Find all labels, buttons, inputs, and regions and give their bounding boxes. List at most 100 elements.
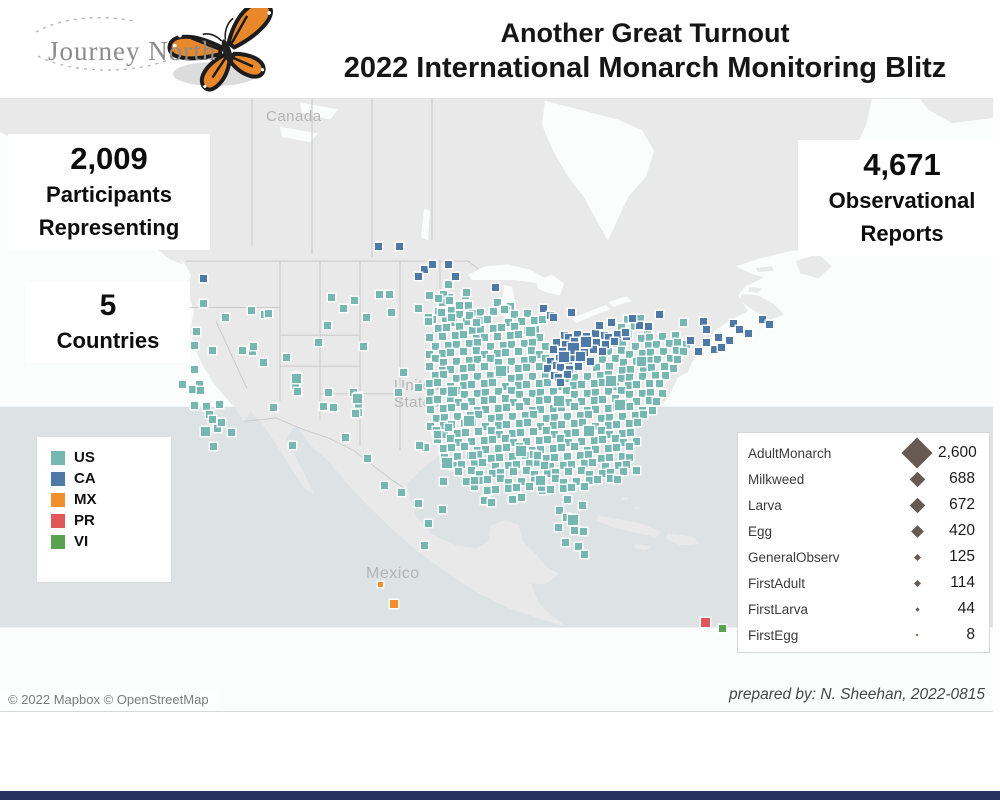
- legend-item-ca[interactable]: CA: [51, 468, 171, 489]
- size-legend-row-milkweed[interactable]: Milkweed 688: [748, 466, 979, 492]
- map-marker-us[interactable]: [359, 342, 367, 350]
- map-marker-us[interactable]: [323, 321, 331, 329]
- map-marker-us[interactable]: [619, 467, 627, 475]
- map-marker-us[interactable]: [679, 347, 687, 355]
- map-marker-us[interactable]: [531, 325, 539, 333]
- map-marker-us[interactable]: [483, 315, 491, 323]
- map-marker-us[interactable]: [438, 505, 446, 513]
- map-marker-us[interactable]: [632, 437, 640, 445]
- map-marker-us[interactable]: [605, 430, 613, 438]
- map-marker-us[interactable]: [591, 405, 599, 413]
- map-marker-us[interactable]: [494, 421, 502, 429]
- map-marker-us[interactable]: [613, 475, 621, 483]
- map-marker-us[interactable]: [445, 296, 453, 304]
- map-marker-us[interactable]: [459, 330, 467, 338]
- map-marker-us[interactable]: [444, 423, 452, 431]
- map-marker-us[interactable]: [617, 374, 625, 382]
- map-marker-ca[interactable]: [598, 347, 606, 355]
- map-marker-us[interactable]: [598, 395, 606, 403]
- map-marker-us[interactable]: [425, 350, 433, 358]
- map-marker-ca[interactable]: [491, 283, 499, 291]
- map-marker-mx[interactable]: [390, 600, 398, 608]
- map-marker-us[interactable]: [238, 346, 246, 354]
- map-marker-us[interactable]: [510, 310, 518, 318]
- map-marker-us[interactable]: [424, 313, 432, 321]
- map-marker-us[interactable]: [208, 346, 216, 354]
- map-marker-us[interactable]: [597, 414, 605, 422]
- map-marker-us[interactable]: [486, 342, 494, 350]
- map-marker-us[interactable]: [637, 334, 645, 342]
- map-marker-us[interactable]: [425, 362, 433, 370]
- map-marker-us[interactable]: [512, 483, 520, 491]
- map-marker-us[interactable]: [457, 460, 465, 468]
- map-marker-us[interactable]: [481, 388, 489, 396]
- map-marker-us[interactable]: [291, 381, 299, 389]
- map-marker-us[interactable]: [625, 350, 633, 358]
- map-marker-us[interactable]: [570, 402, 578, 410]
- map-marker-us[interactable]: [527, 346, 535, 354]
- map-marker-us[interactable]: [354, 401, 362, 409]
- map-marker-us[interactable]: [282, 353, 290, 361]
- map-marker-us[interactable]: [475, 470, 483, 478]
- map-marker-ca[interactable]: [559, 352, 569, 362]
- map-marker-us[interactable]: [509, 398, 517, 406]
- map-marker-us[interactable]: [541, 342, 549, 350]
- map-marker-us[interactable]: [588, 458, 596, 466]
- map-marker-us[interactable]: [614, 461, 622, 469]
- map-marker-ca[interactable]: [604, 333, 612, 341]
- map-marker-us[interactable]: [645, 396, 653, 404]
- map-marker-us[interactable]: [535, 379, 543, 387]
- map-marker-ca[interactable]: [549, 313, 557, 321]
- map-marker-us[interactable]: [533, 451, 541, 459]
- map-marker-us[interactable]: [576, 451, 584, 459]
- map-marker-us[interactable]: [550, 430, 558, 438]
- map-marker-us[interactable]: [636, 314, 644, 322]
- map-marker-ca[interactable]: [607, 318, 615, 326]
- map-marker-us[interactable]: [648, 406, 656, 414]
- map-marker-us[interactable]: [480, 362, 488, 370]
- map-marker-ca[interactable]: [694, 347, 702, 355]
- map-marker-us[interactable]: [504, 484, 512, 492]
- map-marker-us[interactable]: [543, 395, 551, 403]
- map-marker-us[interactable]: [606, 468, 614, 476]
- map-marker-us[interactable]: [501, 434, 509, 442]
- map-marker-ca[interactable]: [395, 242, 403, 250]
- map-marker-ca[interactable]: [444, 260, 452, 268]
- map-marker-us[interactable]: [522, 466, 530, 474]
- map-marker-us[interactable]: [556, 382, 564, 390]
- map-marker-ca[interactable]: [574, 362, 582, 370]
- map-marker-us[interactable]: [563, 452, 571, 460]
- map-marker-us[interactable]: [557, 403, 565, 411]
- map-marker-us[interactable]: [488, 469, 496, 477]
- map-marker-us[interactable]: [476, 308, 484, 316]
- map-marker-us[interactable]: [217, 418, 225, 426]
- map-marker-us[interactable]: [508, 495, 516, 503]
- map-marker-us[interactable]: [495, 453, 503, 461]
- map-marker-us[interactable]: [467, 437, 475, 445]
- map-marker-us[interactable]: [472, 334, 480, 342]
- map-marker-us[interactable]: [651, 371, 659, 379]
- map-marker-us[interactable]: [625, 390, 633, 398]
- map-marker-us[interactable]: [523, 309, 531, 317]
- map-marker-us[interactable]: [604, 347, 612, 355]
- map-marker-us[interactable]: [447, 306, 455, 314]
- map-marker-ca[interactable]: [586, 357, 594, 365]
- map-marker-us[interactable]: [612, 443, 620, 451]
- map-marker-us[interactable]: [437, 308, 445, 316]
- map-marker-us[interactable]: [577, 397, 585, 405]
- map-marker-us[interactable]: [665, 339, 673, 347]
- map-marker-us[interactable]: [572, 477, 580, 485]
- map-marker-us[interactable]: [213, 424, 221, 432]
- size-legend-row-larva[interactable]: Larva 672: [748, 492, 979, 518]
- map-marker-ca[interactable]: [576, 346, 584, 354]
- map-marker-us[interactable]: [351, 409, 359, 417]
- map-marker-us[interactable]: [489, 307, 497, 315]
- map-marker-us[interactable]: [192, 327, 200, 335]
- map-marker-us[interactable]: [474, 410, 482, 418]
- map-marker-us[interactable]: [567, 460, 575, 468]
- map-marker-us[interactable]: [549, 404, 557, 412]
- map-marker-ca[interactable]: [710, 345, 718, 353]
- map-marker-us[interactable]: [542, 414, 550, 422]
- map-marker-us[interactable]: [459, 347, 467, 355]
- map-marker-us[interactable]: [584, 450, 592, 458]
